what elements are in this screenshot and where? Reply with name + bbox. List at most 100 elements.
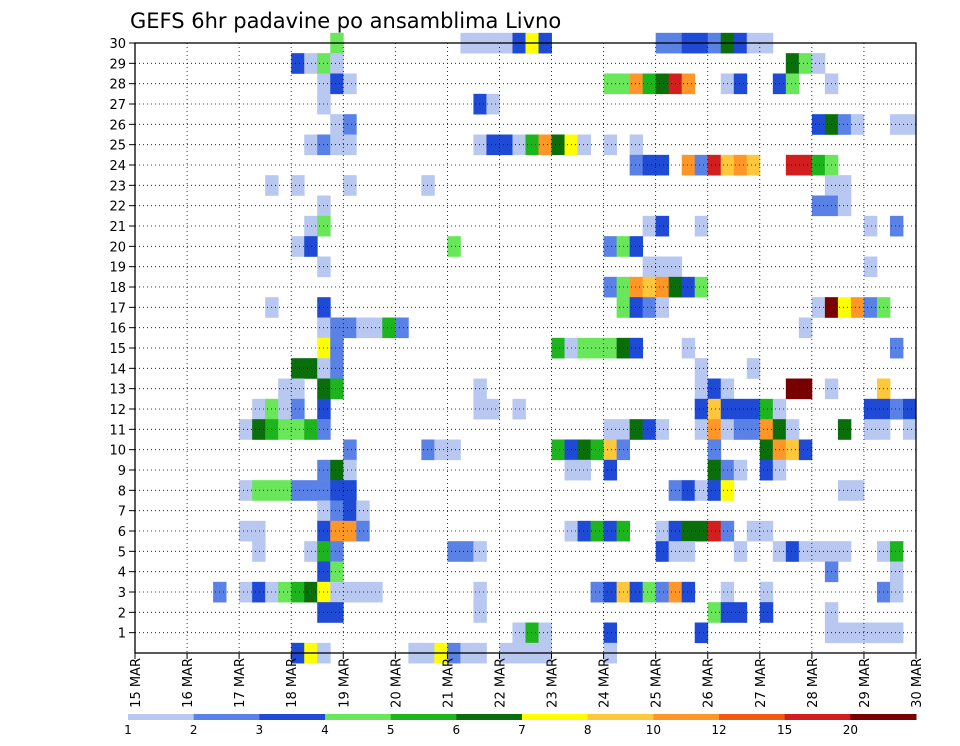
- heatmap-cell: [629, 154, 644, 176]
- heatmap-cell: [356, 520, 370, 542]
- legend-swatch: [128, 714, 195, 720]
- heatmap-cell: [252, 520, 266, 542]
- heatmap-cell: [785, 154, 800, 176]
- heatmap-cell: [330, 561, 344, 583]
- heatmap-cell: [902, 398, 917, 420]
- legend-swatch: [259, 714, 326, 720]
- grid-lines: [135, 42, 916, 653]
- heatmap-cell: [655, 215, 670, 237]
- heatmap-cell: [681, 541, 696, 562]
- y-tick-label: 13: [109, 383, 126, 398]
- heatmap-cell: [733, 398, 748, 420]
- heatmap-cell: [707, 480, 722, 501]
- y-tick-label: 23: [109, 179, 126, 194]
- x-tick-label: 23 MAR: [546, 658, 561, 708]
- heatmap-cell: [330, 73, 344, 95]
- heatmap-cell: [304, 581, 318, 603]
- y-tick-label: 15: [109, 342, 126, 357]
- chart-title: GEFS 6hr padavine po ansamblima Livno: [130, 9, 561, 33]
- heatmap-cell: [291, 175, 305, 196]
- heatmap-cell: [785, 73, 800, 95]
- heatmap-cell: [291, 236, 305, 257]
- heatmap-cell: [473, 398, 487, 420]
- heatmap-cell: [278, 378, 292, 400]
- heatmap-cell: [655, 276, 670, 298]
- heatmap-cell: [733, 541, 748, 562]
- heatmap-cell: [811, 114, 826, 135]
- x-tick-label: 27 MAR: [754, 658, 769, 708]
- heatmap-cell: [733, 73, 748, 95]
- heatmap-cell: [629, 581, 644, 603]
- heatmap-cell: [382, 317, 396, 339]
- heatmap-cell: [629, 134, 644, 156]
- heatmap-cell: [629, 73, 644, 95]
- x-tick-label: 21 MAR: [441, 658, 456, 708]
- heatmap-cell: [642, 419, 657, 440]
- heatmap-cell: [629, 337, 644, 359]
- heatmap-cell: [863, 215, 878, 237]
- heatmap-cell: [733, 419, 748, 440]
- heatmap-cell: [356, 500, 370, 522]
- heatmap-cell: [486, 398, 500, 420]
- heatmap-cell: [889, 337, 904, 359]
- y-tick-label: 11: [109, 423, 126, 438]
- y-tick-label: 3: [118, 586, 126, 601]
- heatmap-cell: [356, 581, 370, 603]
- heatmap-cell: [603, 581, 618, 603]
- heatmap-cell: [837, 114, 852, 135]
- heatmap-cell: [577, 520, 591, 542]
- heatmap-cell: [343, 175, 357, 196]
- heatmap-cell: [252, 419, 266, 440]
- heatmap-cell: [343, 459, 357, 481]
- heatmap-cell: [655, 297, 670, 318]
- y-tick-label: 24: [109, 159, 126, 174]
- heatmap-cell: [707, 378, 722, 400]
- heatmap-cell: [759, 398, 774, 420]
- heatmap-cell: [330, 602, 344, 623]
- heatmap-cell: [642, 256, 657, 278]
- heatmap-cell: [850, 622, 865, 644]
- heatmap-cell: [473, 134, 487, 156]
- legend-label: 6: [453, 723, 461, 737]
- heatmap-cell: [356, 317, 370, 339]
- heatmap-cell: [577, 439, 591, 461]
- heatmap-cell: [889, 114, 904, 135]
- heatmap-cell: [395, 317, 409, 339]
- heatmap-cell: [369, 317, 383, 339]
- heatmap-cell: [655, 154, 670, 176]
- heatmap-cell: [655, 256, 670, 278]
- heatmap-cell: [785, 378, 800, 400]
- y-tick-label: 12: [109, 403, 126, 418]
- heatmap-cell: [642, 581, 657, 603]
- x-tick-label: 30 MAR: [910, 658, 925, 708]
- y-tick-label: 6: [118, 525, 126, 540]
- color-legend: 1 2 3 4 5 6 7 8 10 12 15 20: [124, 714, 917, 737]
- legend-swatch: [587, 714, 654, 720]
- heatmap-cell: [473, 378, 487, 400]
- heatmap-cell: [304, 419, 318, 440]
- heatmap-cell: [525, 134, 539, 156]
- heatmap-cell: [330, 541, 344, 562]
- heatmap-cell: [343, 114, 357, 135]
- heatmap-cell: [798, 378, 813, 400]
- heatmap-cell: [603, 73, 618, 95]
- heatmap-cell: [707, 419, 722, 440]
- heatmap-cell: [642, 73, 657, 95]
- heatmap-cell: [681, 73, 696, 95]
- heatmap-cell: [733, 602, 748, 623]
- y-tick-label: 26: [109, 118, 126, 133]
- heatmap-cell: [655, 419, 670, 440]
- heatmap-cell: [603, 337, 618, 359]
- heatmap-cell: [603, 236, 618, 257]
- heatmap-cell: [629, 276, 644, 298]
- heatmap-cell: [330, 520, 344, 542]
- heatmap-cell: [889, 561, 904, 583]
- heatmap-cell: [889, 398, 904, 420]
- legend-swatch: [390, 714, 457, 720]
- heatmap-cell: [278, 398, 292, 420]
- heatmap-cell: [525, 622, 539, 644]
- heatmap-cell: [590, 581, 604, 603]
- heatmap-cell: [603, 622, 618, 644]
- heatmap-cell: [278, 419, 292, 440]
- heatmap-cell: [330, 378, 344, 400]
